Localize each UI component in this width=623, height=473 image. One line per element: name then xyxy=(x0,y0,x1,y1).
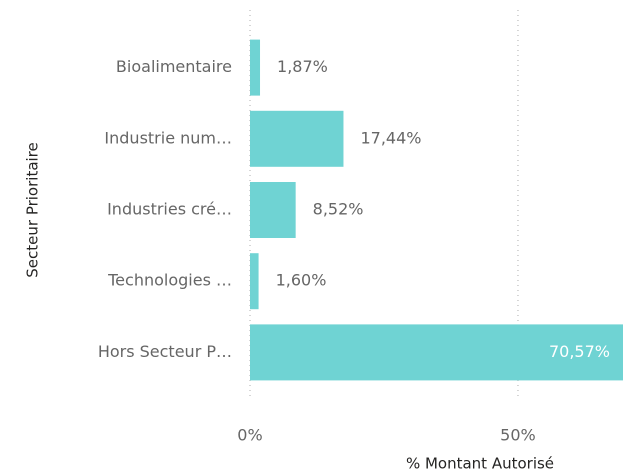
data-label: 8,52% xyxy=(313,200,364,219)
y-tick-label: Industrie num… xyxy=(104,128,232,147)
y-tick-label: Hors Secteur P… xyxy=(98,342,232,361)
bar xyxy=(250,110,344,167)
y-tick-label: Bioalimentaire xyxy=(116,57,232,76)
bar xyxy=(250,253,259,310)
x-tick-label: 0% xyxy=(237,426,262,445)
x-tick-label: 50% xyxy=(500,426,536,445)
data-label: 1,60% xyxy=(276,271,327,290)
bar xyxy=(250,39,261,96)
data-label: 70,57% xyxy=(549,342,610,361)
y-tick-label: Technologies … xyxy=(107,271,232,290)
y-axis-title: Secteur Prioritaire xyxy=(24,142,42,277)
x-axis-title: % Montant Autorisé xyxy=(406,455,554,473)
data-label: 1,87% xyxy=(277,57,328,76)
bar xyxy=(250,182,296,238)
data-label: 17,44% xyxy=(360,128,421,147)
bar xyxy=(250,324,623,381)
y-tick-label: Industries cré… xyxy=(107,200,232,219)
